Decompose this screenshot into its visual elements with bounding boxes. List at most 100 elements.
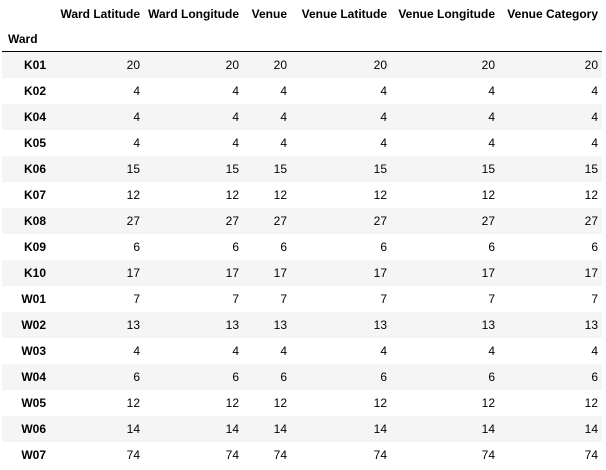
- table-cell: 12: [126, 395, 140, 410]
- index-name-row: Ward: [2, 27, 602, 52]
- column-header: Ward Latitude: [60, 6, 140, 21]
- table-cell: 74: [481, 447, 495, 462]
- table-cell: 12: [373, 395, 387, 410]
- table-cell: 20: [584, 57, 598, 72]
- row-index-label: K08: [23, 213, 46, 228]
- table-row: K04 4 4 4 4 4 4: [2, 103, 602, 130]
- table-cell: 13: [584, 317, 598, 332]
- table-cell: 27: [273, 213, 287, 228]
- row-index-label: W02: [21, 317, 46, 332]
- column-header-row: Ward Latitude Ward Longitude Venue Venue…: [2, 0, 602, 27]
- table-cell: 4: [380, 109, 387, 124]
- table-cell: 27: [225, 213, 239, 228]
- table-cell: 12: [481, 395, 495, 410]
- table-cell: 13: [126, 317, 140, 332]
- table-cell: 14: [584, 421, 598, 436]
- table-cell: 14: [126, 421, 140, 436]
- table-cell: 74: [225, 447, 239, 462]
- row-index-label: K02: [23, 83, 46, 98]
- table-cell: 27: [126, 213, 140, 228]
- table-row: W02 13 13 13 13 13 13: [2, 311, 602, 338]
- table-cell: 4: [380, 343, 387, 358]
- table-cell: 20: [373, 57, 387, 72]
- table-cell: 15: [373, 161, 387, 176]
- table-cell: 6: [232, 369, 239, 384]
- table-cell: 17: [373, 265, 387, 280]
- row-index-label: K01: [23, 57, 46, 72]
- table-cell: 13: [481, 317, 495, 332]
- table-cell: 7: [280, 291, 287, 306]
- table-cell: 74: [273, 447, 287, 462]
- table-cell: 4: [380, 83, 387, 98]
- row-index-label: W03: [21, 343, 46, 358]
- table-cell: 4: [280, 135, 287, 150]
- table-cell: 17: [481, 265, 495, 280]
- table-cell: 15: [481, 161, 495, 176]
- table-body: K01 20 20 20 20 20 20 K02 4 4 4 4 4 4 K04 4 4 4 4 4 4 K05 4 4 4 4…: [2, 51, 602, 468]
- table-cell: 14: [273, 421, 287, 436]
- table-cell: 14: [225, 421, 239, 436]
- row-index-label: W01: [21, 291, 46, 306]
- table-cell: 4: [591, 343, 598, 358]
- index-row-spacer: [50, 27, 144, 52]
- table-cell: 15: [126, 161, 140, 176]
- table-cell: 6: [380, 239, 387, 254]
- row-index-label: K06: [23, 161, 46, 176]
- table-cell: 12: [225, 187, 239, 202]
- table-cell: 15: [584, 161, 598, 176]
- table-cell: 74: [584, 447, 598, 462]
- table-cell: 15: [273, 161, 287, 176]
- table-row: W07 74 74 74 74 74 74: [2, 441, 602, 468]
- table-row: W03 4 4 4 4 4 4: [2, 337, 602, 364]
- table-cell: 13: [273, 317, 287, 332]
- table-cell: 6: [280, 239, 287, 254]
- table-cell: 6: [488, 239, 495, 254]
- row-index-label: K09: [23, 239, 46, 254]
- table-row: K01 20 20 20 20 20 20: [2, 51, 602, 78]
- table-cell: 7: [591, 291, 598, 306]
- table-cell: 20: [126, 57, 140, 72]
- table-row: W06 14 14 14 14 14 14: [2, 415, 602, 442]
- table-cell: 4: [133, 109, 140, 124]
- index-name: Ward: [2, 27, 50, 52]
- table-cell: 4: [488, 109, 495, 124]
- table-cell: 27: [481, 213, 495, 228]
- table-cell: 12: [273, 187, 287, 202]
- index-row-spacer: [391, 27, 499, 52]
- row-index-label: W06: [21, 421, 46, 436]
- table-cell: 4: [133, 83, 140, 98]
- column-header: Venue Category: [507, 6, 598, 21]
- table-cell: 12: [126, 187, 140, 202]
- header-corner: [2, 0, 50, 27]
- table-cell: 4: [232, 109, 239, 124]
- row-index-label: W05: [21, 395, 46, 410]
- table-cell: 15: [225, 161, 239, 176]
- table-cell: 27: [373, 213, 387, 228]
- table-cell: 20: [225, 57, 239, 72]
- table-cell: 4: [488, 343, 495, 358]
- table-cell: 74: [126, 447, 140, 462]
- row-index-label: K10: [23, 265, 46, 280]
- table-cell: 4: [232, 135, 239, 150]
- table-row: K06 15 15 15 15 15 15: [2, 155, 602, 182]
- column-header: Venue: [251, 6, 287, 21]
- table-cell: 4: [232, 83, 239, 98]
- table-row: W01 7 7 7 7 7 7: [2, 285, 602, 312]
- table-row: K02 4 4 4 4 4 4: [2, 77, 602, 104]
- table-row: W05 12 12 12 12 12 12: [2, 389, 602, 416]
- table-header: Ward Latitude Ward Longitude Venue Venue…: [2, 0, 602, 52]
- table-cell: 4: [280, 83, 287, 98]
- table-cell: 7: [232, 291, 239, 306]
- table-cell: 6: [232, 239, 239, 254]
- table-cell: 6: [133, 239, 140, 254]
- table-cell: 14: [373, 421, 387, 436]
- table-row: K08 27 27 27 27 27 27: [2, 207, 602, 234]
- table-cell: 7: [133, 291, 140, 306]
- table-cell: 4: [133, 343, 140, 358]
- table-cell: 20: [481, 57, 495, 72]
- table-cell: 4: [488, 135, 495, 150]
- table-cell: 17: [225, 265, 239, 280]
- table-cell: 13: [225, 317, 239, 332]
- table-cell: 27: [584, 213, 598, 228]
